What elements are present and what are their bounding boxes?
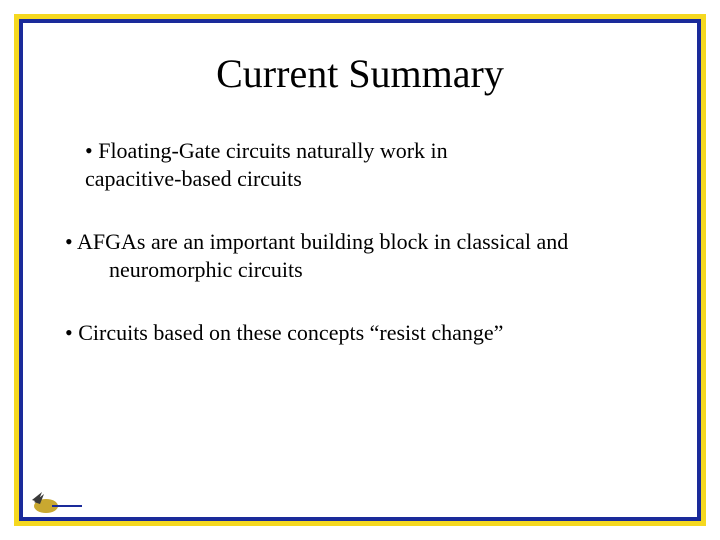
mascot-logo-icon [30, 492, 84, 518]
bullet-list: • Floating-Gate circuits naturally work … [40, 137, 680, 347]
bullet-text-cont: capacitive-based circuits [85, 166, 302, 191]
content-area: Current Summary • Floating-Gate circuits… [40, 40, 680, 500]
bullet-marker: • [65, 229, 73, 254]
bullet-item: • Circuits based on these concepts “resi… [40, 319, 680, 347]
bullet-marker: • [65, 320, 73, 345]
bullet-text: Floating-Gate circuits naturally work in [98, 138, 447, 163]
slide-title: Current Summary [40, 50, 680, 97]
bullet-item: • AFGAs are an important building block … [40, 228, 680, 283]
bullet-text: Circuits based on these concepts “resist… [78, 320, 503, 345]
bullet-text: AFGAs are an important building block in… [77, 229, 568, 254]
slide: Current Summary • Floating-Gate circuits… [0, 0, 720, 540]
bullet-text-cont: neuromorphic circuits [65, 256, 680, 284]
bullet-marker: • [85, 138, 93, 163]
bullet-item: • Floating-Gate circuits naturally work … [40, 137, 680, 192]
